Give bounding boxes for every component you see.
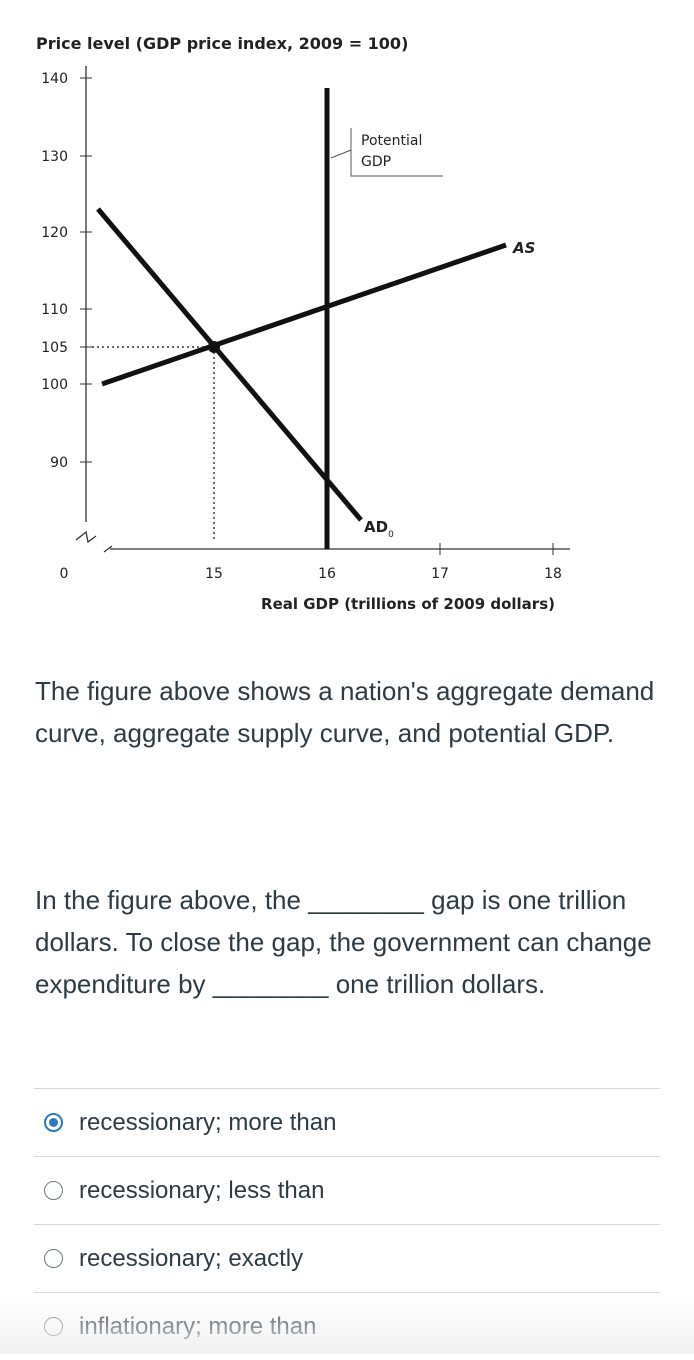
y-tick-label: 120 xyxy=(41,225,68,241)
y-tick-label: 140 xyxy=(41,71,68,87)
chart-labels: Real GDP (trillions of 2009 dollars) Pot… xyxy=(261,133,555,613)
answer-option[interactable]: recessionary; exactly xyxy=(34,1224,660,1292)
answer-option-label: inflationary; more than xyxy=(79,1312,317,1340)
potential-gdp-label-bracket xyxy=(350,128,443,177)
answer-option-label: recessionary; less than xyxy=(79,1176,325,1204)
axis-break-mark xyxy=(75,530,97,544)
potential-gdp-label-line1: Potential xyxy=(361,133,422,149)
x-tick-label: 16 xyxy=(318,566,336,582)
y-tick-label: 105 xyxy=(41,340,68,356)
answer-option-label: recessionary; more than xyxy=(79,1108,337,1136)
answer-options: recessionary; more than recessionary; le… xyxy=(34,1088,660,1360)
equilibrium-point xyxy=(208,341,220,353)
x-tick-label: 15 xyxy=(205,566,223,582)
radio-button[interactable] xyxy=(44,1317,63,1336)
ad-curve-label: AD0 xyxy=(364,518,394,540)
y-tick-label: 90 xyxy=(50,455,68,471)
blank-2: ________ xyxy=(212,969,329,999)
as-curve-label: AS xyxy=(512,239,535,257)
radio-button[interactable] xyxy=(44,1113,63,1132)
question-intro: The figure above shows a nation's aggreg… xyxy=(35,676,655,748)
y-tick-label: 100 xyxy=(41,377,68,393)
as-curve xyxy=(101,242,507,387)
question-prompt: In the figure above, the ________ gap is… xyxy=(35,879,655,1005)
answer-option[interactable]: inflationary; more than xyxy=(34,1292,660,1360)
x-axis-break-mark xyxy=(103,545,113,553)
chart-curves xyxy=(92,88,507,549)
chart-title: Price level (GDP price index, 2009 = 100… xyxy=(36,34,408,53)
y-tick-label: 130 xyxy=(41,149,68,165)
answer-option[interactable]: recessionary; less than xyxy=(34,1156,660,1224)
prompt-part-1: In the figure above, the xyxy=(35,885,301,915)
chart-axes xyxy=(75,66,570,553)
x-tick-label: 18 xyxy=(544,566,562,582)
x-tick-label: 0 xyxy=(60,566,69,582)
potential-gdp-label-leader xyxy=(330,149,352,159)
x-axis-label: Real GDP (trillions of 2009 dollars) xyxy=(261,595,555,613)
x-tick-label: 17 xyxy=(431,566,449,582)
blank-1: ________ xyxy=(308,885,424,915)
radio-button[interactable] xyxy=(44,1249,63,1268)
prompt-part-2: gap is one trillion dollars. To close th… xyxy=(35,885,652,999)
radio-button[interactable] xyxy=(44,1181,63,1200)
chart-ticks: 140 130 120 110 105 100 90 0 15 16 17 18 xyxy=(41,71,562,582)
aggregate-demand-supply-chart: Price level (GDP price index, 2009 = 100… xyxy=(36,34,570,613)
y-tick-label: 110 xyxy=(41,302,68,318)
answer-option-label: recessionary; exactly xyxy=(79,1244,304,1272)
answer-option[interactable]: recessionary; more than xyxy=(34,1088,660,1156)
ad-curve xyxy=(96,207,363,522)
potential-gdp-label-line2: GDP xyxy=(361,154,391,170)
prompt-part-3: one trillion dollars. xyxy=(335,969,546,999)
